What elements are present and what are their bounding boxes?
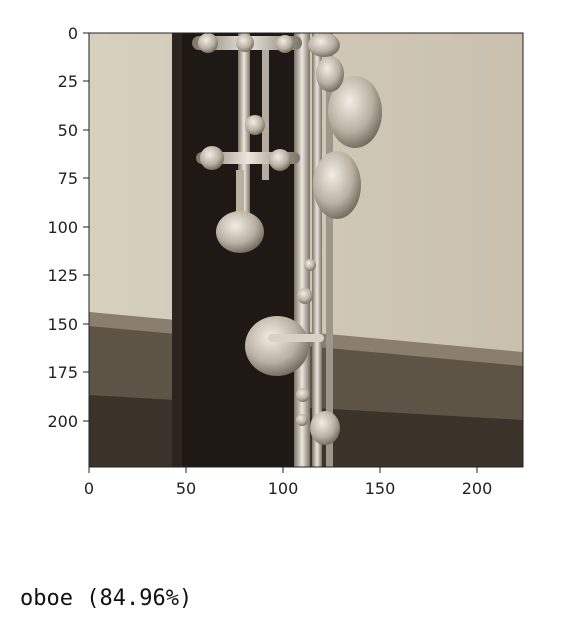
x-axis: 0 50 100 150 200 — [84, 467, 492, 498]
y-tick-label: 0 — [68, 24, 78, 43]
y-tick-label: 200 — [47, 412, 78, 431]
prediction-label: oboe (84.96%) — [20, 586, 193, 611]
photo — [89, 33, 523, 467]
x-tick-label: 200 — [462, 479, 493, 498]
x-tick-label: 150 — [365, 479, 396, 498]
y-axis: 0 25 50 75 100 125 150 175 200 — [47, 24, 89, 431]
y-tick-label: 175 — [47, 363, 78, 382]
x-tick-label: 50 — [176, 479, 196, 498]
y-tick-label: 50 — [58, 121, 78, 140]
image-figure: 0 25 50 75 100 125 150 175 200 0 50 100 … — [47, 24, 524, 498]
y-tick-label: 125 — [47, 266, 78, 285]
x-tick-label: 100 — [268, 479, 299, 498]
y-tick-label: 150 — [47, 315, 78, 334]
x-tick-label: 0 — [84, 479, 94, 498]
axes-frame — [88, 32, 524, 468]
y-tick-label: 100 — [47, 218, 78, 237]
y-tick-label: 25 — [58, 72, 78, 91]
y-tick-label: 75 — [58, 169, 78, 188]
